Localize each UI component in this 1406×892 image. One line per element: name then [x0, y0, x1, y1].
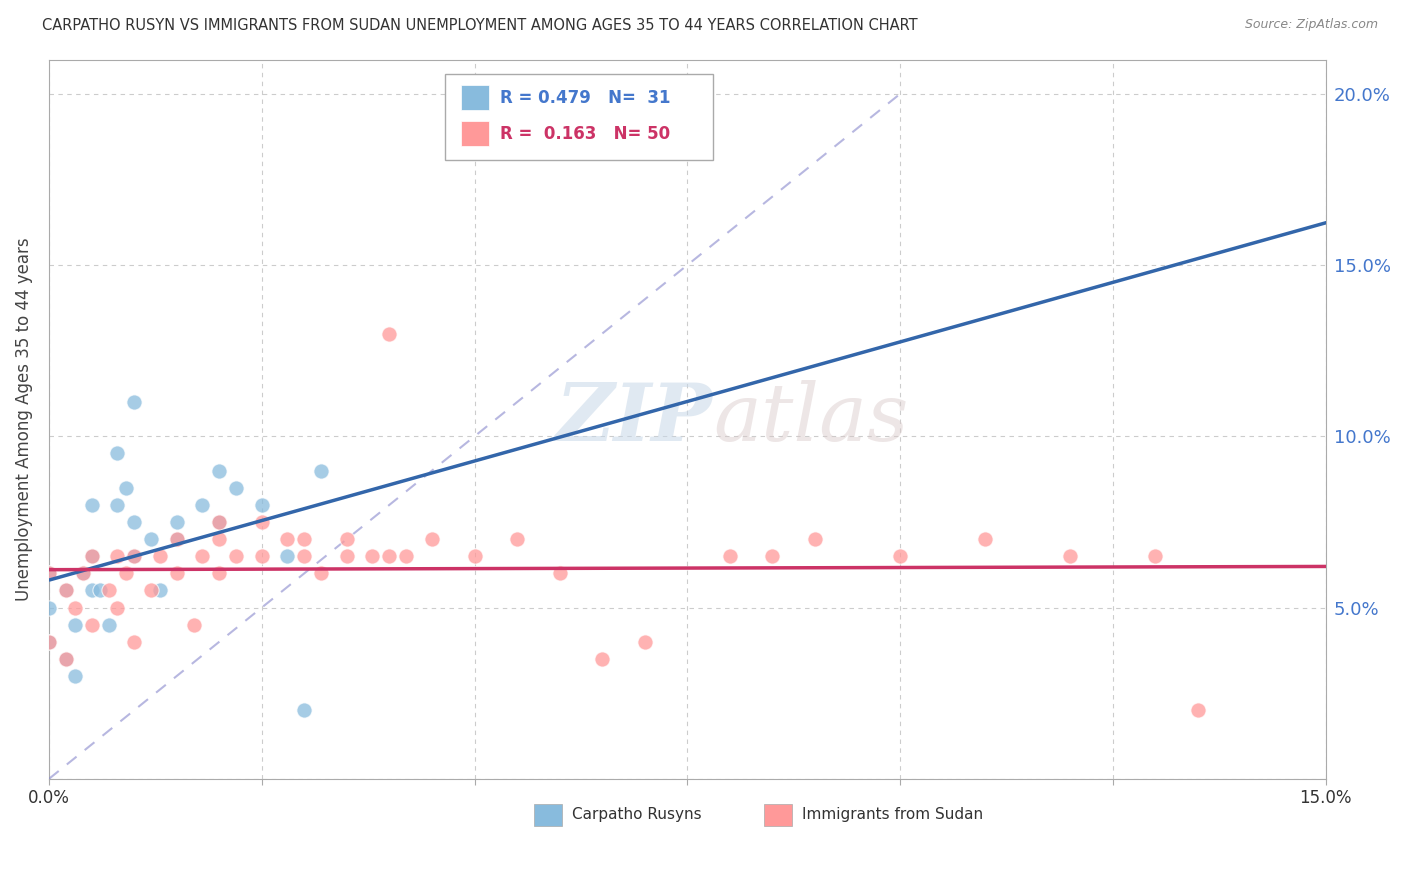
Point	[80, 549, 103, 564]
Point	[548, 566, 571, 581]
Point	[38, 600, 60, 615]
Point	[105, 498, 128, 512]
Point	[166, 515, 188, 529]
Point	[311, 464, 333, 478]
Point	[191, 549, 214, 564]
Point	[55, 652, 77, 666]
Point	[292, 703, 315, 717]
Point	[311, 566, 333, 581]
Point	[208, 566, 231, 581]
Point	[97, 583, 120, 598]
Point	[38, 635, 60, 649]
Point	[276, 549, 298, 564]
Point	[361, 549, 384, 564]
Text: Immigrants from Sudan: Immigrants from Sudan	[803, 807, 983, 822]
Text: R = 0.479   N=  31: R = 0.479 N= 31	[499, 88, 671, 107]
Point	[122, 549, 145, 564]
Point	[208, 515, 231, 529]
Point	[395, 549, 418, 564]
Point	[38, 566, 60, 581]
Point	[166, 532, 188, 546]
Point	[1187, 703, 1209, 717]
Text: atlas: atlas	[713, 381, 908, 458]
Text: Source: ZipAtlas.com: Source: ZipAtlas.com	[1244, 18, 1378, 31]
Point	[276, 532, 298, 546]
Point	[974, 532, 997, 546]
Point	[72, 566, 94, 581]
Text: R =  0.163   N= 50: R = 0.163 N= 50	[499, 125, 669, 143]
Point	[139, 532, 162, 546]
Point	[80, 549, 103, 564]
Point	[80, 583, 103, 598]
Point	[114, 566, 136, 581]
Point	[55, 583, 77, 598]
Point	[105, 446, 128, 460]
Point	[166, 566, 188, 581]
Point	[336, 532, 359, 546]
Point	[63, 600, 86, 615]
Point	[72, 566, 94, 581]
Point	[250, 515, 273, 529]
Point	[38, 635, 60, 649]
Point	[804, 532, 827, 546]
Point	[208, 515, 231, 529]
Point	[718, 549, 741, 564]
Point	[378, 549, 401, 564]
Point	[80, 498, 103, 512]
Point	[761, 549, 783, 564]
Point	[55, 652, 77, 666]
Point	[89, 583, 111, 598]
Point	[55, 583, 77, 598]
Text: CARPATHO RUSYN VS IMMIGRANTS FROM SUDAN UNEMPLOYMENT AMONG AGES 35 TO 44 YEARS C: CARPATHO RUSYN VS IMMIGRANTS FROM SUDAN …	[42, 18, 918, 33]
Point	[63, 617, 86, 632]
Point	[292, 532, 315, 546]
FancyBboxPatch shape	[461, 120, 489, 146]
Point	[336, 549, 359, 564]
Point	[225, 481, 247, 495]
Point	[166, 532, 188, 546]
FancyBboxPatch shape	[444, 74, 713, 161]
Point	[250, 549, 273, 564]
Point	[149, 549, 172, 564]
Point	[420, 532, 443, 546]
Point	[63, 669, 86, 683]
Point	[464, 549, 486, 564]
FancyBboxPatch shape	[461, 85, 489, 110]
Point	[634, 635, 657, 649]
Point	[183, 617, 205, 632]
Point	[105, 549, 128, 564]
Point	[139, 583, 162, 598]
Text: ZIP: ZIP	[555, 381, 713, 458]
Point	[506, 532, 529, 546]
Point	[114, 481, 136, 495]
Y-axis label: Unemployment Among Ages 35 to 44 years: Unemployment Among Ages 35 to 44 years	[15, 237, 32, 601]
Point	[149, 583, 172, 598]
Text: Carpatho Rusyns: Carpatho Rusyns	[572, 807, 702, 822]
Point	[250, 498, 273, 512]
Point	[97, 617, 120, 632]
FancyBboxPatch shape	[534, 804, 562, 826]
Point	[1059, 549, 1081, 564]
Point	[105, 600, 128, 615]
Point	[292, 549, 315, 564]
Point	[38, 566, 60, 581]
Point	[80, 617, 103, 632]
Point	[122, 515, 145, 529]
Point	[208, 464, 231, 478]
Point	[225, 549, 247, 564]
Point	[889, 549, 911, 564]
Point	[191, 498, 214, 512]
Point	[122, 549, 145, 564]
Point	[591, 652, 613, 666]
Point	[122, 635, 145, 649]
Point	[1144, 549, 1167, 564]
Point	[122, 395, 145, 409]
Point	[208, 532, 231, 546]
Point	[378, 326, 401, 341]
FancyBboxPatch shape	[763, 804, 792, 826]
